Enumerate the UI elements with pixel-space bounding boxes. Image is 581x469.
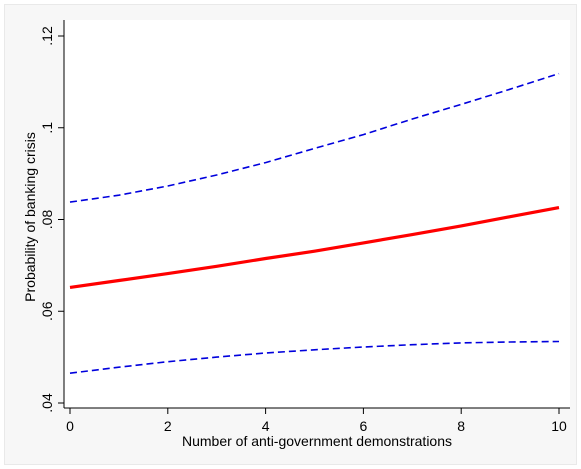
y-tick-label: .06 xyxy=(39,301,55,321)
y-tick-label: .08 xyxy=(39,210,55,230)
series-layer xyxy=(69,72,560,374)
y-tick-label: .04 xyxy=(39,393,55,413)
x-tick-label: 2 xyxy=(164,418,172,434)
series-line-estimate xyxy=(69,206,560,289)
y-axis-ticks: .04 .06 .08 .1 .12 xyxy=(39,26,64,413)
y-tick-label: .1 xyxy=(39,122,55,134)
y-axis-title: Probability of banking crisis xyxy=(22,132,38,302)
y-tick-label: .12 xyxy=(39,26,55,46)
x-tick-label: 4 xyxy=(262,418,270,434)
x-tick-label: 0 xyxy=(66,418,74,434)
x-axis-ticks: 0 2 4 6 8 10 xyxy=(66,408,567,434)
x-tick-label: 8 xyxy=(457,418,465,434)
plot-area xyxy=(64,20,570,408)
series-line-bound-1 xyxy=(69,72,560,203)
x-tick-label: 10 xyxy=(551,418,567,434)
x-tick-label: 6 xyxy=(360,418,368,434)
series-line-bound-2 xyxy=(69,340,560,374)
x-axis-title: Number of anti-government demonstrations xyxy=(182,433,452,449)
